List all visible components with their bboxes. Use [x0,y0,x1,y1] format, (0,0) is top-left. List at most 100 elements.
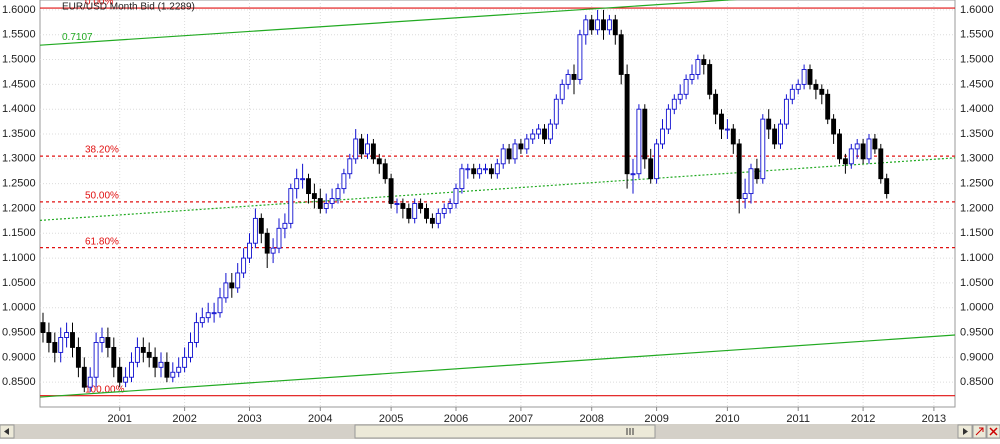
candles [40,9,890,393]
candle-body [742,193,748,199]
candle-body [111,346,117,368]
candle-body [842,158,848,165]
candle-body [359,138,365,155]
y-tick-label: 1.6000 [960,4,994,16]
candle-body [435,212,441,224]
candle-body [825,93,831,120]
y-tick-label: 1.0500 [960,277,994,289]
y-tick-label: 0.8500 [960,376,994,388]
scroll-thumb[interactable] [354,424,656,439]
candle-body [565,74,571,85]
candle-body [860,143,866,160]
y-tick-label: 1.1000 [2,252,36,264]
trend-line [40,157,955,221]
y-tick-label: 1.2500 [2,178,36,190]
y-tick-label: 1.0000 [2,302,36,314]
candle-body [713,93,719,115]
y-tick-label: 1.3500 [2,128,36,140]
candle-body [264,232,270,254]
x-tick-label: 2001 [107,413,131,425]
candle-body [288,188,294,224]
candle-body [760,118,766,180]
candle-body [530,133,536,140]
candle-body [654,143,660,180]
candle-body [247,242,252,259]
candle-body [660,128,665,145]
y-tick-label: 1.4500 [960,78,994,90]
candle-body [376,158,382,165]
x-tick-label: 2013 [922,413,946,425]
candle-body [866,138,872,160]
y-tick-label: 1.6000 [2,4,36,16]
y-tick-label: 1.5000 [960,53,994,65]
candle-body [152,356,158,368]
candle-body [819,88,825,95]
y-tick-label: 1.5500 [960,29,994,41]
candle-body [276,227,282,249]
candle-body [46,332,52,343]
candle-body [536,128,542,135]
level-label: 0.00% [85,0,113,8]
candle-body [370,143,376,160]
candle-body [547,123,553,140]
candle-body [477,168,483,175]
candle-body [329,198,335,204]
candle-body [306,178,311,195]
candle-body [465,168,471,171]
y-tick-label: 1.2000 [2,202,36,214]
candle-body [270,247,276,254]
close-icon [989,427,998,436]
x-tick-label: 2012 [851,413,875,425]
trend-line [40,0,738,46]
candle-body [400,203,406,209]
y-tick-label: 1.4000 [2,103,36,115]
candle-body [158,361,164,368]
candle-body [64,332,70,338]
candle-body [778,123,783,145]
candle-body [884,178,890,195]
y-tick-label: 1.4500 [2,78,36,90]
x-tick-label: 2011 [786,413,810,425]
candle-body [524,138,530,150]
candle-body [471,168,477,175]
candle-body [429,217,435,224]
chart-title: EUR/USD Month Bid (1.2289) [62,2,195,13]
axes: 0.8500 0.8500 0.9000 0.9000 0.9500 0.9500 1.00… [2,4,994,425]
candle-body [252,217,258,244]
candle-body [140,346,146,353]
candle-body [394,203,400,205]
level-label: 100.00% [85,384,125,395]
candle-body [789,88,795,100]
candle-body [677,93,683,100]
y-tick-label: 1.0000 [960,302,994,314]
candle-body [695,59,701,75]
candle-body [601,19,606,31]
y-tick-label: 1.2000 [960,202,994,214]
candle-body [494,163,500,175]
y-tick-label: 1.0500 [2,277,36,289]
candle-body [636,108,642,175]
candle-body [176,366,182,373]
x-tick-label: 2004 [308,413,332,425]
candle-body [146,351,152,358]
candle-body [772,128,778,145]
y-tick-label: 0.9000 [960,351,994,363]
y-tick-label: 0.9000 [2,351,36,363]
candle-body [447,203,453,209]
candle-body [589,19,595,31]
y-tick-label: 0.9500 [960,326,994,338]
candle-body [229,282,235,289]
candle-body [311,193,317,199]
candle-body [577,34,583,80]
x-tick-label: 2003 [237,413,261,425]
candle-body [500,148,506,165]
candle-body [81,366,87,388]
candle-body [258,217,264,234]
x-tick-label: 2006 [444,413,468,425]
grip-icon [626,428,634,435]
candle-body [795,83,801,90]
candle-body [701,59,707,65]
candle-body [353,138,359,160]
trend-line [40,334,955,398]
